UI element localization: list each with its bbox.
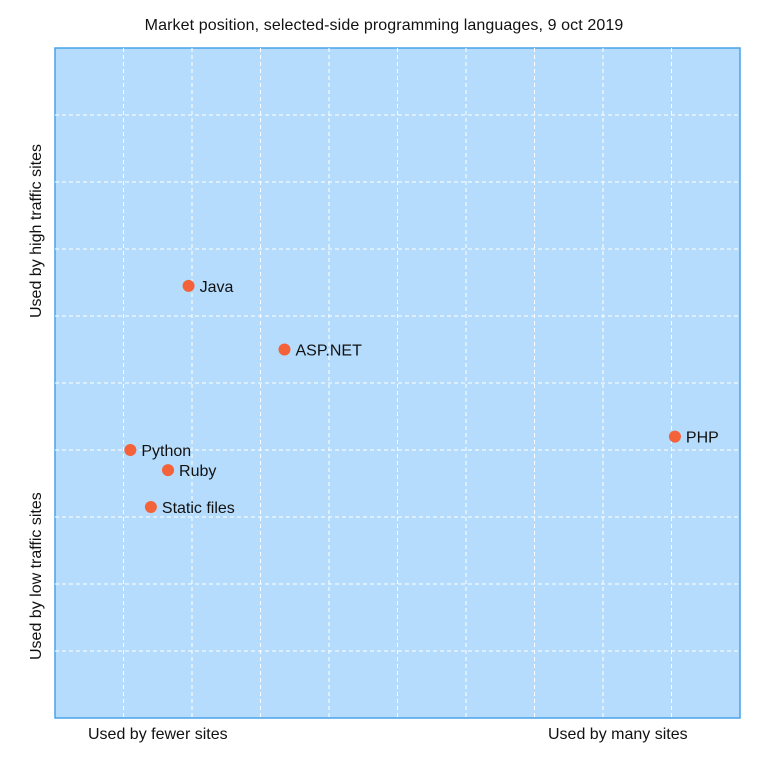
chart-title: Market position, selected-side programmi…	[144, 17, 624, 34]
point-label: PHP	[686, 430, 719, 447]
point-label: Static files	[162, 500, 235, 517]
data-point-asp-net	[278, 343, 291, 356]
y-axis-low-label: Used by low traffic sites	[28, 492, 45, 660]
data-points: Java ASP.NET PHP Python Ruby Static files	[124, 279, 719, 517]
data-point-ruby	[162, 464, 175, 477]
point-label: Java	[200, 279, 234, 296]
point-label: Python	[141, 443, 191, 460]
data-point-java	[182, 279, 195, 292]
x-axis-high-label: Used by many sites	[548, 726, 688, 743]
data-point-python	[124, 444, 137, 456]
y-axis-high-label: Used by high traffic sites	[28, 143, 45, 318]
x-axis-low-label: Used by fewer sites	[88, 726, 228, 743]
data-point-static-files	[144, 500, 157, 513]
point-label: ASP.NET	[295, 343, 362, 360]
point-label: Ruby	[179, 463, 216, 480]
grid-lines	[55, 48, 740, 718]
data-point-php	[668, 430, 681, 443]
